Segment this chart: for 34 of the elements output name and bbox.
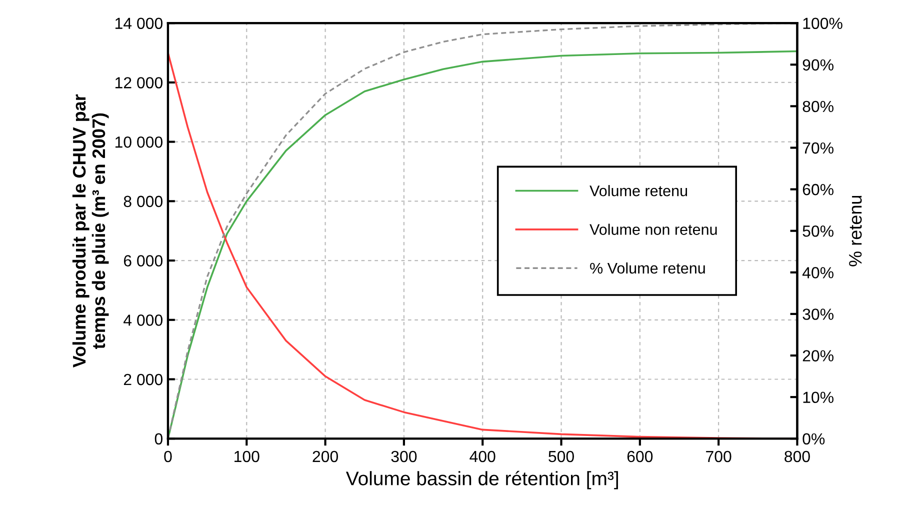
y2-axis-title: % retenu [849, 196, 862, 266]
legend-label: Volume non retenu [590, 224, 717, 235]
y-tick-label: 8 000 [124, 196, 162, 208]
x-tick-label: 300 [391, 450, 417, 462]
y-tick-label: 4 000 [124, 314, 162, 326]
y2-tick-label: 80% [802, 100, 834, 112]
y-tick-label: 14 000 [115, 18, 162, 30]
y-tick-label: 12 000 [115, 77, 162, 88]
legend-label: Volume retenu [590, 185, 688, 196]
y2-tick-label: 70% [802, 142, 834, 154]
x-tick-label: 500 [548, 450, 574, 462]
y-tick-label: 0 [154, 433, 162, 445]
y-tick-label: 6 000 [124, 255, 162, 266]
x-tick-label: 700 [706, 450, 732, 462]
x-tick-label: 400 [470, 450, 496, 462]
x-tick-label: 100 [234, 450, 260, 462]
y2-tick-label: 10% [803, 392, 834, 404]
y2-tick-label: 40% [802, 267, 834, 278]
y-axis-title: Volume produit par le CHUV par temps de pluie (m³ en 2007) [72, 94, 109, 368]
y2-tick-label: 100% [803, 18, 842, 30]
x-tick-label: 200 [312, 450, 338, 462]
y2-tick-label: 60% [802, 184, 834, 196]
y-tick-label: 10 000 [115, 136, 162, 148]
legend-label: % Volume retenu [590, 262, 705, 274]
y-tick-label: 2 000 [124, 374, 162, 386]
y2-tick-label: 20% [802, 350, 834, 362]
y2-tick-label: 0% [802, 433, 825, 445]
x-tick-label: 0 [164, 450, 172, 462]
x-axis-title: Volume bassin de rétention [m³] [346, 470, 618, 490]
x-tick-label: 800 [784, 450, 810, 462]
y2-tick-label: 30% [802, 308, 834, 320]
x-tick-label: 600 [627, 450, 653, 462]
y2-tick-label: 50% [802, 225, 834, 237]
y2-tick-label: 90% [802, 59, 834, 71]
